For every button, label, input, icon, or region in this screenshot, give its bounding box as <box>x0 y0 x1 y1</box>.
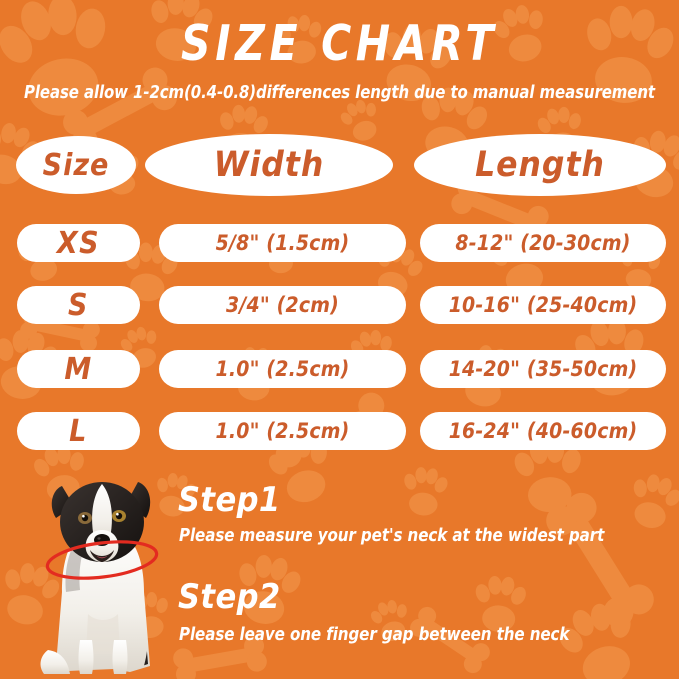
table-row: S <box>17 286 140 324</box>
measurement-disclaimer: Please allow 1-2cm(0.4-0.8)differences l… <box>24 83 655 103</box>
table-row: 14-20" (35-50cm) <box>420 350 666 388</box>
cell-length: 10-16" (25-40cm) <box>448 293 638 317</box>
cell-width: 1.0" (2.5cm) <box>215 357 350 381</box>
table-row: 1.0" (2.5cm) <box>159 350 406 388</box>
column-header-length-label: Length <box>475 145 605 185</box>
step1-heading: Step1 <box>178 480 281 520</box>
cell-length: 16-24" (40-60cm) <box>448 419 638 443</box>
step2-heading: Step2 <box>178 577 281 617</box>
page-title: SIZE CHART <box>181 15 498 72</box>
column-header-size-label: Size <box>42 147 110 183</box>
column-header-width: Width <box>145 134 393 196</box>
cell-size: M <box>64 351 93 387</box>
table-row: 1.0" (2.5cm) <box>159 412 406 450</box>
step2-body: Please leave one finger gap between the … <box>179 625 570 645</box>
table-row: L <box>17 412 140 450</box>
cell-size: S <box>68 287 89 323</box>
cell-length: 8-12" (20-30cm) <box>455 231 631 255</box>
table-row: 8-12" (20-30cm) <box>420 224 666 262</box>
column-header-size: Size <box>16 136 136 194</box>
column-header-length: Length <box>414 134 666 196</box>
cell-width: 1.0" (2.5cm) <box>215 419 350 443</box>
cell-width: 5/8" (1.5cm) <box>215 231 350 255</box>
table-row: 5/8" (1.5cm) <box>159 224 406 262</box>
column-header-width-label: Width <box>213 145 325 185</box>
cell-length: 14-20" (35-50cm) <box>448 357 638 381</box>
table-row: M <box>17 350 140 388</box>
step1-body: Please measure your pet's neck at the wi… <box>179 526 605 546</box>
cell-size: XS <box>56 225 101 261</box>
dog-photo <box>40 482 159 674</box>
cell-width: 3/4" (2cm) <box>226 293 339 317</box>
table-row: XS <box>17 224 140 262</box>
table-row: 10-16" (25-40cm) <box>420 286 666 324</box>
table-row: 3/4" (2cm) <box>159 286 406 324</box>
cell-size: L <box>69 413 88 449</box>
table-row: 16-24" (40-60cm) <box>420 412 666 450</box>
